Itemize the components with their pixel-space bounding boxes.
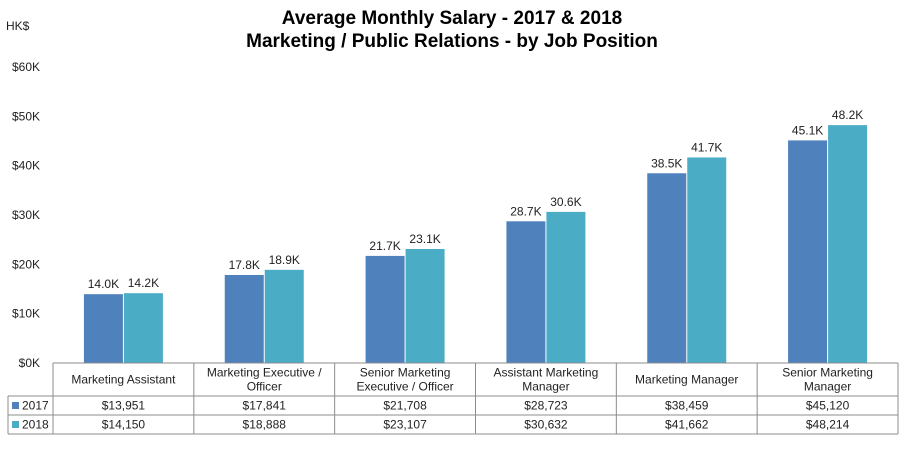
y-tick-label: $0K (19, 356, 40, 370)
data-label: 28.7K (510, 204, 541, 218)
y-tick-label: $10K (12, 307, 40, 321)
y-tick-label: $20K (12, 257, 40, 271)
y-tick-label: $40K (12, 159, 40, 173)
table-value: $41,662 (665, 418, 709, 432)
data-label: 17.8K (229, 258, 260, 272)
bar-2017 (224, 274, 264, 363)
y-tick-label: $30K (12, 208, 40, 222)
table-value: $45,120 (806, 399, 850, 413)
data-label: 23.1K (409, 232, 440, 246)
bar-2017 (365, 255, 405, 363)
category-label: Marketing Assistant (71, 373, 176, 387)
category-label: Senior Marketing (782, 366, 873, 380)
table-value: $21,708 (383, 399, 427, 413)
legend-label: 2018 (22, 418, 49, 432)
data-label: 21.7K (369, 239, 400, 253)
category-label: Manager (522, 380, 569, 394)
bar-2018 (687, 157, 727, 363)
data-label: 41.7K (691, 140, 722, 154)
legend-key-2018 (12, 421, 19, 428)
table-value: $13,951 (102, 399, 146, 413)
category-label: Marketing Executive / (207, 366, 322, 380)
table-value: $28,723 (524, 399, 568, 413)
bar-2017 (506, 221, 546, 363)
category-label: Officer (247, 380, 282, 394)
y-tick-label: $50K (12, 109, 40, 123)
y-tick-label: $60K (12, 60, 40, 74)
legend-label: 2017 (22, 399, 49, 413)
bar-2018 (546, 211, 586, 363)
data-label: 45.1K (792, 123, 823, 137)
bar-2018 (264, 269, 304, 363)
category-label: Senior Marketing (360, 366, 451, 380)
data-label: 38.5K (651, 156, 682, 170)
bar-2018 (405, 249, 445, 363)
bar-2018 (828, 125, 868, 364)
category-label: Assistant Marketing (494, 366, 599, 380)
table-value: $38,459 (665, 399, 709, 413)
legend-key-2017 (12, 402, 19, 409)
bar-2017 (83, 294, 123, 363)
bar-2017 (788, 140, 828, 363)
chart-title: Average Monthly Salary - 2017 & 2018 (281, 8, 623, 29)
table-value: $18,888 (243, 418, 287, 432)
y-axis-label: HK$ (6, 19, 30, 33)
data-label: 14.0K (88, 277, 119, 291)
table-value: $14,150 (102, 418, 146, 432)
bar-2018 (123, 293, 163, 363)
bar-2017 (647, 173, 687, 363)
table-value: $48,214 (806, 418, 850, 432)
category-label: Executive / Officer (357, 380, 454, 394)
data-label: 30.6K (550, 195, 581, 209)
data-label: 48.2K (832, 108, 863, 122)
chart-subtitle: Marketing / Public Relations - by Job Po… (246, 31, 658, 52)
table-value: $30,632 (524, 418, 568, 432)
data-label: 18.9K (269, 253, 300, 267)
category-label: Manager (804, 380, 851, 394)
category-label: Marketing Manager (635, 373, 738, 387)
data-label: 14.2K (128, 276, 159, 290)
table-value: $23,107 (383, 418, 427, 432)
table-value: $17,841 (243, 399, 287, 413)
